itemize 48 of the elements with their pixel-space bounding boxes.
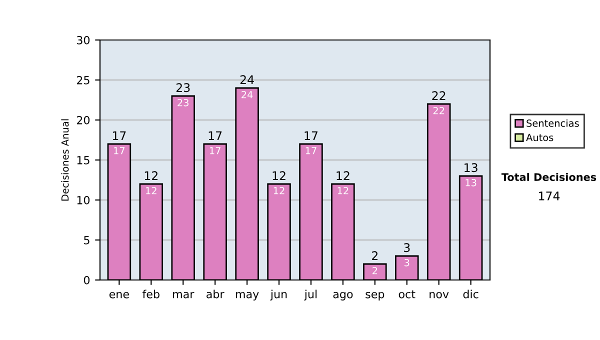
x-tick-label: dic xyxy=(463,290,478,298)
data-label: 13 xyxy=(466,178,476,186)
x-tick-label: oct xyxy=(398,290,416,298)
x-tick-label: ago xyxy=(333,292,353,300)
legend-label: Sentencias xyxy=(526,119,579,127)
y-axis-title: Decisiones Anual xyxy=(61,119,69,201)
total-label: 12 xyxy=(144,171,158,180)
x-tick-label: may xyxy=(236,292,259,300)
x-tick-label: jul xyxy=(304,290,317,300)
data-label: 22 xyxy=(433,106,444,114)
data-label: 24 xyxy=(242,90,253,98)
data-label: 12 xyxy=(274,186,284,194)
total-label: 3 xyxy=(404,243,410,252)
data-label: 17 xyxy=(210,147,220,154)
total-label: 24 xyxy=(240,75,254,84)
data-label: 3 xyxy=(404,258,410,266)
x-tick-label: sep xyxy=(366,292,384,300)
total-label: 22 xyxy=(432,91,446,100)
total-label: 2 xyxy=(372,251,378,260)
x-tick-label: mar xyxy=(173,292,194,298)
text: Total Decisiones xyxy=(501,172,596,182)
x-tick-label: ene xyxy=(109,292,129,298)
data-label: 12 xyxy=(338,186,348,194)
x-tick-label: feb xyxy=(142,290,160,298)
legend-label: Autos xyxy=(526,134,554,142)
y-tick-label: 10 xyxy=(77,196,90,204)
data-label: 17 xyxy=(114,147,125,154)
total-label: 17 xyxy=(112,131,126,140)
y-tick-label: 30 xyxy=(76,36,90,44)
total-label: 12 xyxy=(272,171,286,180)
total-label: 17 xyxy=(208,131,222,140)
y-tick-label: 15 xyxy=(77,156,90,164)
total-label: 17 xyxy=(304,131,318,140)
data-label: 23 xyxy=(178,98,189,106)
x-tick-label: abr xyxy=(206,290,224,298)
x-tick-label: nov xyxy=(430,292,449,298)
total-label: 12 xyxy=(336,171,350,180)
data-label: 17 xyxy=(306,147,316,154)
y-tick-label: 5 xyxy=(84,236,90,244)
y-tick-label: 0 xyxy=(84,276,90,284)
y-tick-label: 25 xyxy=(76,76,90,84)
x-tick-label: jun xyxy=(270,290,287,300)
y-tick-label: 20 xyxy=(76,116,90,124)
text: 174 xyxy=(539,192,560,200)
data-label: 2 xyxy=(372,266,378,274)
total-label: 23 xyxy=(176,83,190,92)
data-label: 12 xyxy=(146,186,156,194)
total-label: 13 xyxy=(464,163,478,172)
